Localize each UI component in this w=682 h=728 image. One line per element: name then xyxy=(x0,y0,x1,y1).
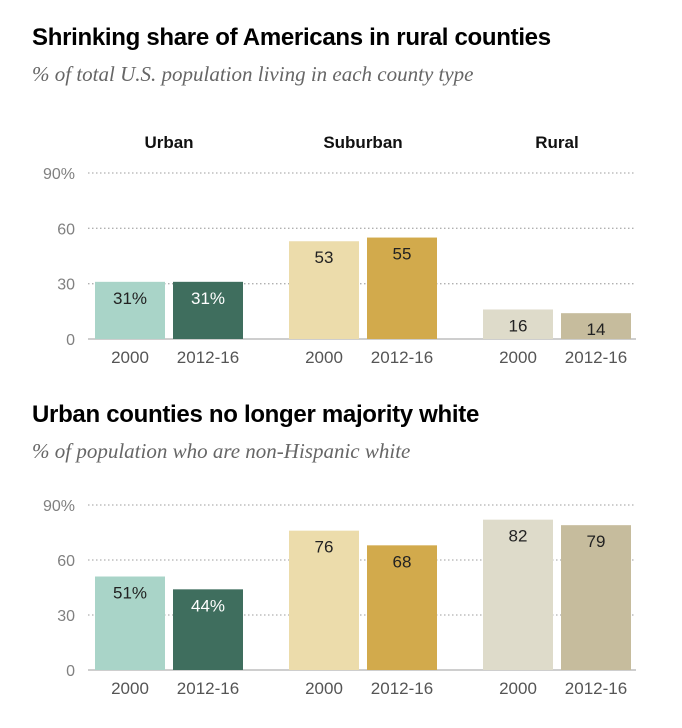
x-tick-label: 2000 xyxy=(111,679,149,698)
x-tick-label: 2012-16 xyxy=(565,348,627,367)
data-label-rural-2012-16: 14 xyxy=(587,320,606,339)
bar-rural-2000 xyxy=(483,309,553,339)
y-tick-label: 30 xyxy=(57,608,75,625)
x-tick-label: 2000 xyxy=(111,348,149,367)
x-tick-label: 2012-16 xyxy=(371,679,433,698)
chart-2-subtitle: % of population who are non-Hispanic whi… xyxy=(32,439,411,463)
data-label-suburban-2000: 76 xyxy=(315,538,334,557)
y-tick-label: 0 xyxy=(66,663,75,680)
bar-urban-2000 xyxy=(95,576,165,670)
y-tick-label: 60 xyxy=(57,553,75,570)
x-tick-label: 2012-16 xyxy=(177,679,239,698)
y-tick-label: 90% xyxy=(43,166,75,183)
chart-2-title: Urban counties no longer majority white xyxy=(32,401,480,428)
chart-1-subtitle: % of total U.S. population living in eac… xyxy=(32,62,474,86)
x-tick-label: 2000 xyxy=(499,348,537,367)
bar-suburban-2012-16 xyxy=(367,545,437,670)
bar-suburban-2000 xyxy=(289,241,359,339)
group-label-urban: Urban xyxy=(144,133,193,152)
data-label-rural-2000: 82 xyxy=(509,527,528,546)
bar-urban-2012-16 xyxy=(173,589,243,670)
data-label-suburban-2000: 53 xyxy=(315,248,334,267)
x-tick-label: 2000 xyxy=(305,348,343,367)
bar-suburban-2000 xyxy=(289,530,359,670)
bar-suburban-2012-16 xyxy=(367,237,437,339)
chart-1: 0 30 60 90% Urban Suburban Rural 31% 2000 31% 2012… xyxy=(43,133,636,367)
bar-rural-2000 xyxy=(483,519,553,670)
x-tick-label: 2000 xyxy=(305,679,343,698)
bar-rural-2012-16 xyxy=(561,313,631,339)
data-label-urban-2000: 51% xyxy=(113,584,147,603)
bar-urban-2012-16 xyxy=(173,281,243,339)
data-label-urban-2000: 31% xyxy=(113,289,147,308)
group-label-suburban: Suburban xyxy=(323,133,402,152)
x-tick-label: 2012-16 xyxy=(371,348,433,367)
bar-rural-2012-16 xyxy=(561,525,631,670)
y-tick-label: 0 xyxy=(66,332,75,349)
y-tick-label: 30 xyxy=(57,277,75,294)
data-label-urban-2012-16: 44% xyxy=(191,596,225,615)
data-label-rural-2000: 16 xyxy=(509,316,528,335)
chart-1-title: Shrinking share of Americans in rural co… xyxy=(32,24,551,51)
data-label-rural-2012-16: 79 xyxy=(587,532,606,551)
x-tick-label: 2000 xyxy=(499,679,537,698)
y-tick-label: 60 xyxy=(57,221,75,238)
x-tick-label: 2012-16 xyxy=(565,679,627,698)
data-label-suburban-2012-16: 55 xyxy=(393,245,412,264)
x-tick-label: 2012-16 xyxy=(177,348,239,367)
data-label-suburban-2012-16: 68 xyxy=(393,552,412,571)
chart-2: 0 30 60 90% 51% 2000 44% 2012-16 76 2000 68 2012-16… xyxy=(43,498,636,698)
bar-urban-2000 xyxy=(95,281,165,339)
group-label-rural: Rural xyxy=(535,133,578,152)
data-label-urban-2012-16: 31% xyxy=(191,289,225,308)
y-tick-label: 90% xyxy=(43,498,75,515)
